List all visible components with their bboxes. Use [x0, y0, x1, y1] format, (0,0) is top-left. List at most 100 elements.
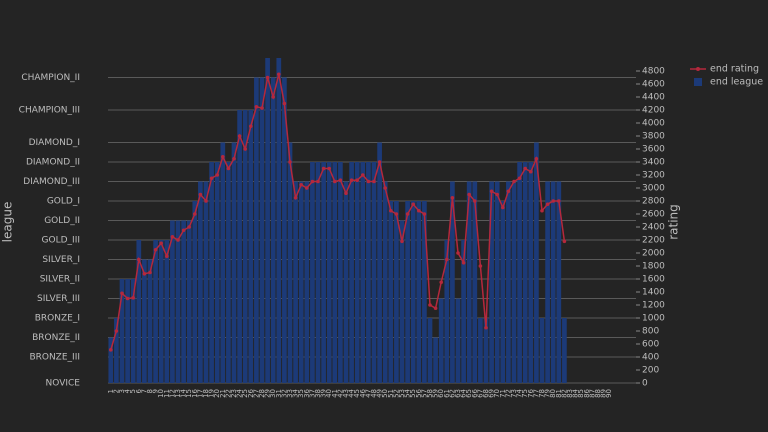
y2-axis-title: rating: [667, 204, 681, 240]
bar: [506, 181, 511, 383]
x-tick-label: 49: [376, 389, 384, 398]
bar: [231, 142, 237, 383]
y2-tick-label: 4600: [642, 80, 665, 90]
bar: [360, 162, 366, 383]
x-tick-label: 74: [516, 388, 524, 397]
bar: [142, 259, 147, 383]
x-tick-label: 57: [420, 389, 428, 398]
x-tick-label: 15: [185, 389, 193, 398]
bar: [119, 279, 125, 383]
y-tick-label: CHAMPION_III: [19, 106, 80, 116]
x-tick-label: 44: [348, 388, 356, 397]
x-tick-label: 24: [236, 388, 244, 397]
y-tick-label: BRONZE_II: [32, 333, 80, 343]
point: [422, 212, 427, 216]
bar: [500, 201, 506, 383]
point: [428, 303, 432, 307]
bar: [242, 110, 248, 383]
x-tick-label: 66: [471, 388, 479, 397]
x-tick-label: 25: [241, 389, 249, 398]
bar: [371, 162, 377, 383]
point: [439, 280, 444, 285]
x-tick-label: 73: [510, 389, 518, 398]
x-tick-label: 32: [280, 389, 288, 398]
point: [148, 270, 152, 275]
x-tick-label: 40: [325, 389, 333, 398]
bar: [343, 181, 349, 383]
y2-tick-label: 4400: [642, 93, 665, 103]
point: [137, 257, 141, 262]
point: [545, 202, 550, 207]
bar: [237, 110, 242, 383]
point: [170, 234, 175, 239]
point: [271, 95, 276, 99]
x-tick-label: 90: [605, 389, 613, 398]
x-tick-label: 29: [264, 389, 272, 398]
bar: [354, 162, 360, 383]
bar: [326, 162, 332, 383]
bar: [153, 240, 158, 383]
point: [260, 106, 264, 110]
x-tick-label: 61: [443, 389, 451, 398]
x-tick-label: 16: [191, 388, 199, 397]
x-tick-label: 71: [499, 389, 507, 398]
bar: [422, 201, 427, 383]
x-tick-label: 72: [504, 389, 512, 398]
bar: [517, 162, 522, 383]
point: [198, 192, 203, 197]
bar: [192, 201, 198, 383]
x-tick-label: 78: [538, 389, 546, 398]
point: [277, 72, 281, 77]
x-tick-label: 27: [252, 389, 260, 398]
x-tick-label: 1: [107, 389, 115, 393]
point: [456, 251, 460, 255]
x-tick-label: 21: [219, 389, 227, 398]
point: [557, 199, 561, 203]
bar: [388, 201, 394, 383]
bar: [186, 220, 192, 383]
bar: [125, 279, 130, 383]
x-tick-label: 13: [174, 389, 182, 398]
bar: [203, 181, 209, 383]
bar: [315, 162, 321, 383]
x-tick-label: 42: [336, 389, 344, 398]
bar: [349, 162, 354, 383]
bar: [298, 181, 304, 383]
bar: [416, 201, 422, 383]
x-tick-label: 62: [448, 389, 456, 398]
point: [316, 179, 320, 184]
x-tick-label: 58: [426, 389, 434, 398]
bar: [556, 181, 562, 383]
x-tick-label: 2: [112, 389, 120, 393]
y-tick-label: SILVER_II: [40, 275, 80, 285]
y-tick-label: GOLD_II: [44, 216, 80, 226]
y-tick-label: DIAMOND_III: [23, 177, 80, 187]
bar: [214, 162, 220, 383]
x-tick-label: 28: [258, 389, 266, 398]
bar: [287, 142, 293, 383]
x-tick-label: 4: [124, 388, 132, 393]
y2-tick-label: 2600: [642, 210, 665, 220]
y-tick-label: GOLD_I: [47, 197, 80, 207]
x-tick-label: 59: [432, 389, 440, 398]
bar: [382, 181, 388, 383]
x-tick-label: 46: [359, 388, 367, 397]
point: [305, 186, 309, 190]
point: [400, 239, 404, 244]
point: [226, 166, 231, 171]
x-tick-label: 45: [353, 389, 361, 398]
point: [142, 272, 147, 276]
bar: [438, 298, 444, 383]
point: [394, 212, 399, 216]
bar: [108, 337, 114, 383]
point: [361, 173, 365, 177]
bar: [377, 142, 382, 383]
bar: [494, 181, 500, 383]
y2-tick-label: 1600: [642, 275, 665, 285]
x-tick-label: 10: [157, 389, 165, 398]
bar: [332, 162, 338, 383]
y2-tick-label: 0: [642, 379, 648, 389]
x-tick-label: 33: [286, 389, 294, 398]
x-tick-label: 35: [297, 389, 305, 398]
point: [473, 199, 477, 203]
